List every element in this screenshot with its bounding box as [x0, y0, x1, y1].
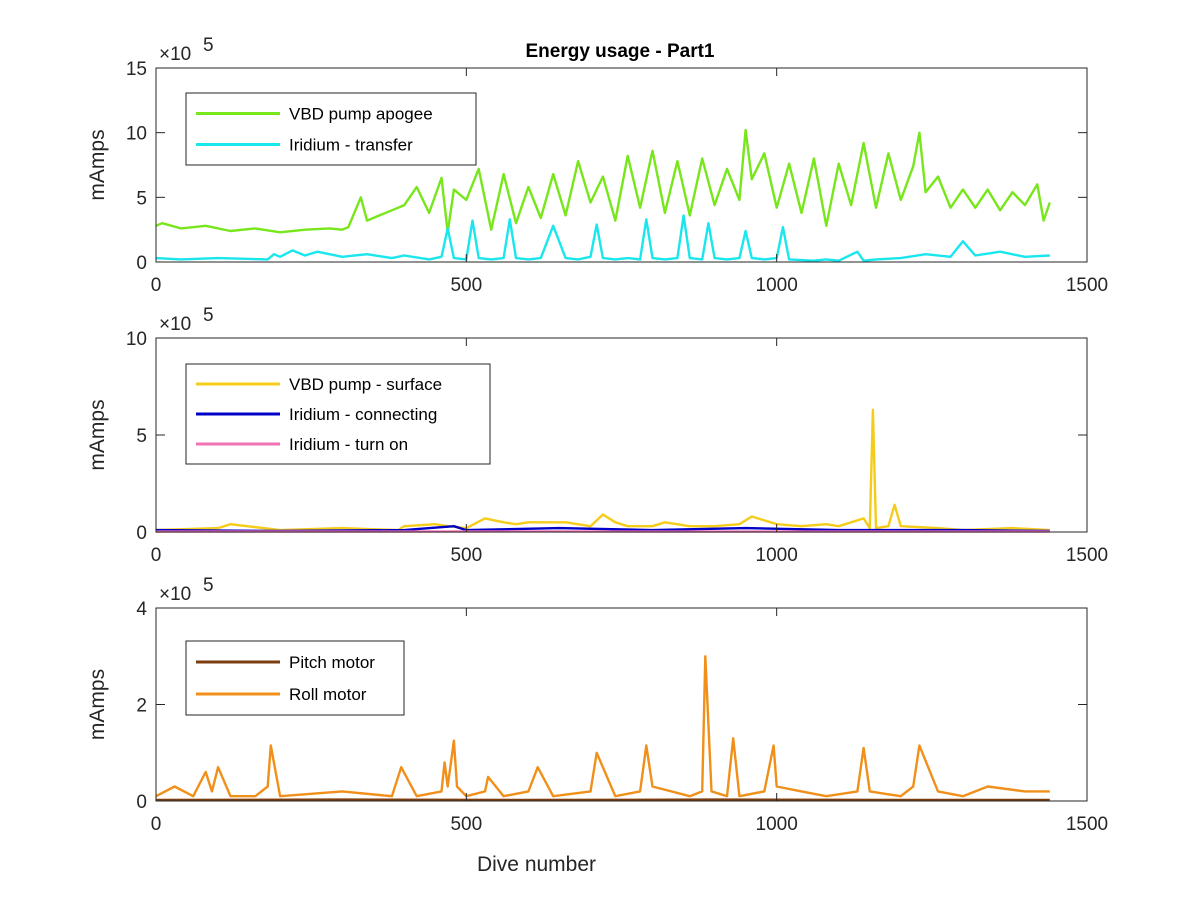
chart-panel-3: 0 500 1000 1500 0 2 4 ×10 5 mAmps Dive number Pitch…: [86, 575, 1108, 876]
y-tick-label: 15: [126, 59, 147, 80]
x-tick-label: 500: [450, 814, 482, 835]
y-tick-label: 2: [136, 696, 147, 717]
y-tick-label: 10: [126, 329, 147, 350]
x-tick-label: 500: [450, 275, 482, 296]
series-line-2: [155, 655, 1050, 798]
y-tick-label: 0: [136, 253, 147, 274]
y-exponent-power: 5: [203, 35, 214, 56]
legend-label-1: Pitch motor: [289, 653, 375, 672]
x-tick-label: 500: [450, 545, 482, 566]
legend-box: [185, 640, 405, 716]
legend-label-1: VBD pump apogee: [289, 105, 433, 124]
y-exponent-label: ×10: [159, 44, 191, 65]
y-tick-label: 5: [136, 188, 147, 209]
legend-label-2: Iridium - connecting: [289, 405, 437, 424]
legend-label-3: Iridium - turn on: [289, 435, 408, 454]
y-tick-label: 10: [126, 124, 147, 145]
y-axis-label: mAmps: [86, 669, 109, 740]
x-tick-label: 1500: [1066, 545, 1108, 566]
y-tick-label: 0: [136, 523, 147, 544]
x-tick-label: 1000: [756, 814, 798, 835]
legend-label-1: VBD pump - surface: [289, 375, 442, 394]
legend-box: [185, 92, 477, 166]
legend-label-2: Roll motor: [289, 685, 367, 704]
x-tick-label: 0: [151, 275, 162, 296]
legend-label-2: Iridium - transfer: [289, 136, 413, 155]
y-axis-label: mAmps: [86, 129, 109, 200]
series-line-1: [155, 408, 1050, 532]
legend: VBD pump - surface Iridium - connecting Ir…: [185, 363, 491, 465]
y-exponent-label: ×10: [159, 314, 191, 335]
legend: Pitch motor Roll motor: [185, 640, 405, 716]
x-tick-label: 1000: [756, 275, 798, 296]
series-line-1: [155, 128, 1051, 234]
y-tick-label: 4: [136, 599, 147, 620]
x-tick-label: 1500: [1066, 275, 1108, 296]
x-tick-label: 1500: [1066, 814, 1108, 835]
y-axis-label: mAmps: [86, 399, 109, 470]
chart-panel-2: 0 500 1000 1500 0 5 10 ×10 5 mAmps VBD pump - surf…: [86, 305, 1108, 566]
series-line-2: [155, 214, 1050, 262]
x-tick-label: 1000: [756, 545, 798, 566]
y-exponent-power: 5: [203, 305, 214, 326]
y-tick-label: 0: [136, 792, 147, 813]
y-tick-label: 5: [136, 426, 147, 447]
y-exponent-label: ×10: [159, 584, 191, 605]
chart-panel-1: 0 500 1000 1500 0 5 10 15 ×10 5 mAmps VBD pump apog…: [86, 35, 1108, 296]
x-axis-label: Dive number: [477, 853, 596, 876]
legend: VBD pump apogee Iridium - transfer: [185, 92, 477, 166]
axes-box: [155, 67, 1088, 263]
y-exponent-power: 5: [203, 575, 214, 596]
x-tick-label: 0: [151, 545, 162, 566]
figure-title: Energy usage - Part1: [525, 41, 714, 62]
x-tick-label: 0: [151, 814, 162, 835]
